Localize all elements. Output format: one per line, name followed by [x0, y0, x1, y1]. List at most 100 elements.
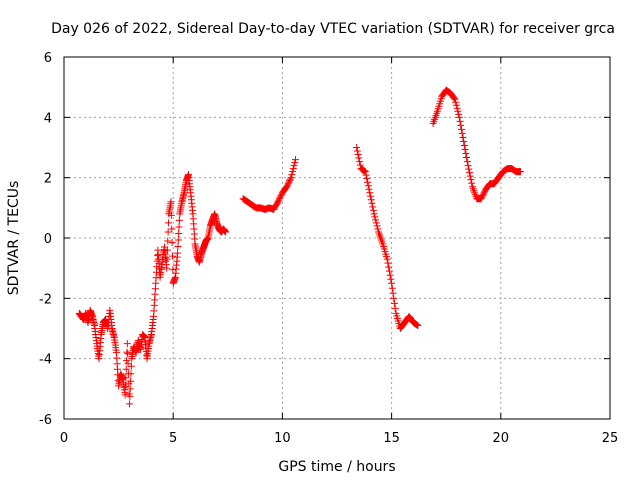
data-point — [466, 172, 474, 180]
data-point — [353, 144, 361, 151]
y-tick-label: -6 — [39, 413, 52, 428]
axis-ticks — [63, 56, 611, 420]
data-point — [362, 171, 370, 179]
grid-lines — [64, 57, 610, 419]
y-axis-label: SDTVAR / TECUs — [6, 181, 22, 296]
data-point — [480, 189, 488, 197]
x-tick-labels: 0 5 10 15 20 25 — [60, 431, 618, 446]
data-point — [391, 304, 399, 312]
data-point — [452, 98, 460, 106]
data-point — [163, 264, 171, 272]
data-point — [462, 150, 470, 158]
data-point — [412, 320, 420, 328]
data-point — [385, 267, 393, 275]
data-point — [455, 113, 463, 121]
data-point — [374, 225, 382, 233]
data-point — [283, 183, 291, 191]
data-point — [277, 192, 285, 200]
data-point — [361, 168, 369, 176]
data-point — [372, 216, 380, 224]
data-point — [413, 321, 421, 329]
chart-title: Day 026 of 2022, Sidereal Day-to-day VTE… — [51, 21, 615, 37]
data-point — [451, 95, 459, 103]
data-point — [464, 162, 472, 170]
data-point — [168, 252, 176, 260]
data-point — [174, 236, 182, 244]
data-point — [460, 141, 468, 149]
data-point — [372, 219, 380, 227]
data-point — [167, 198, 175, 206]
data-point — [367, 196, 375, 204]
data-point — [276, 193, 284, 201]
data-point — [126, 400, 134, 408]
data-point — [459, 133, 467, 141]
data-point — [167, 211, 175, 219]
data-point — [356, 158, 364, 166]
data-point — [122, 374, 130, 382]
data-point — [479, 192, 487, 200]
data-point — [168, 239, 176, 247]
data-point — [285, 178, 293, 186]
x-tick-label: 0 — [60, 431, 68, 446]
y-tick-label: 2 — [44, 172, 52, 187]
data-point — [370, 210, 378, 218]
data-point — [463, 154, 471, 162]
data-point — [124, 350, 132, 358]
data-point — [287, 174, 295, 182]
data-point — [360, 167, 368, 175]
data-point — [465, 169, 473, 177]
data-point — [390, 294, 398, 302]
data-point — [373, 222, 381, 230]
data-point — [286, 177, 294, 185]
data-point — [452, 101, 460, 109]
x-tick-label: 25 — [602, 431, 619, 446]
data-point — [384, 259, 392, 267]
data-point — [388, 284, 396, 292]
y-tick-label: -4 — [39, 353, 52, 368]
data-point — [127, 362, 135, 370]
data-point — [175, 229, 183, 237]
data-point — [354, 151, 362, 159]
data-point — [457, 125, 465, 133]
data-point — [456, 117, 464, 125]
data-point — [123, 348, 131, 356]
data-point — [289, 168, 297, 176]
data-point — [283, 181, 291, 189]
data-point — [463, 158, 471, 166]
data-point — [363, 175, 371, 183]
data-point — [455, 110, 463, 118]
data-point — [163, 255, 171, 263]
y-tick-label: 0 — [44, 232, 52, 247]
data-point — [368, 199, 376, 207]
data-point — [291, 159, 299, 167]
data-point — [364, 178, 372, 186]
data-point — [465, 165, 473, 173]
data-point — [286, 175, 294, 183]
data-point — [353, 147, 361, 155]
x-tick-label: 20 — [493, 431, 510, 446]
data-point — [386, 271, 394, 279]
data-point — [388, 279, 396, 287]
data-point — [127, 370, 135, 378]
data-point — [126, 392, 134, 400]
data-point — [460, 137, 468, 145]
y-tick-labels: -6 -4 -2 0 2 4 6 — [39, 51, 52, 428]
data-point — [369, 206, 377, 214]
data-point — [468, 179, 476, 187]
data-point — [383, 255, 391, 263]
data-point — [467, 176, 475, 184]
data-point — [457, 121, 465, 129]
data-point — [453, 104, 461, 112]
data-point — [366, 192, 374, 200]
data-point — [461, 146, 469, 154]
data-point — [175, 216, 183, 224]
data-point — [365, 185, 373, 193]
x-tick-label: 15 — [383, 431, 400, 446]
data-point — [175, 223, 183, 231]
x-tick-label: 5 — [169, 431, 177, 446]
data-point — [356, 161, 364, 169]
data-point — [274, 198, 282, 206]
data-point — [387, 275, 395, 283]
